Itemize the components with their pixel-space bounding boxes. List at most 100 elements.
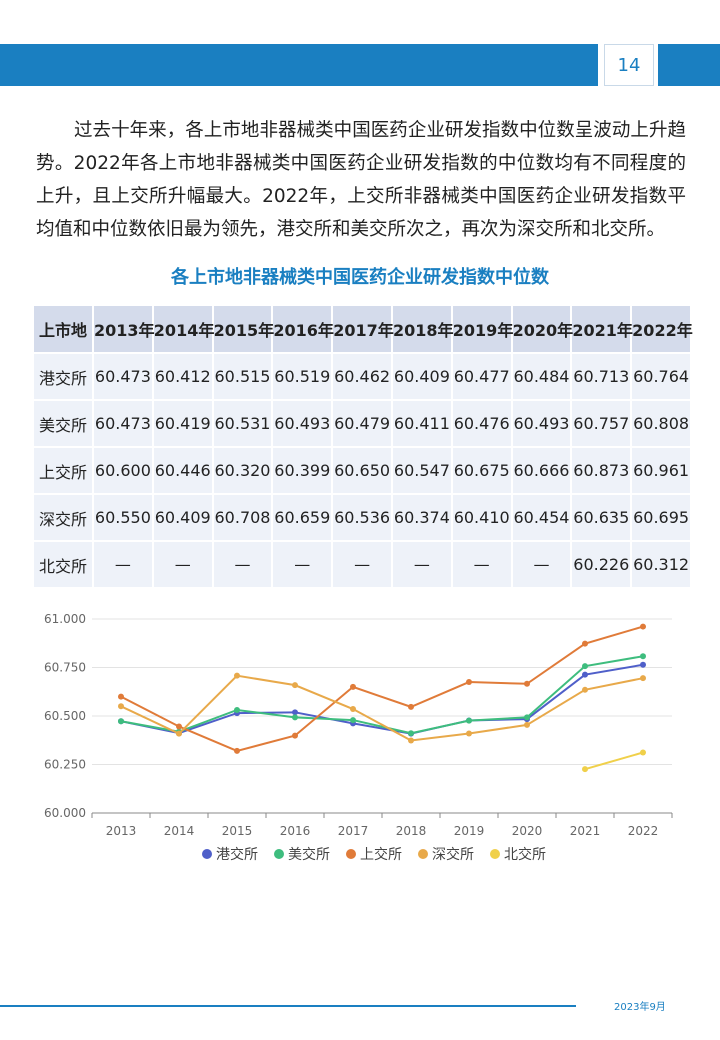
table-cell: 60.226 — [570, 540, 633, 589]
data-point — [176, 723, 182, 730]
y-tick-label: 60.750 — [44, 661, 86, 675]
table-cell: 60.695 — [630, 493, 692, 542]
table-cell: 60.409 — [151, 493, 214, 542]
table-cell: 60.419 — [151, 399, 214, 448]
header-cell: 2018年 — [390, 304, 454, 354]
x-tick-label: 2021 — [570, 824, 601, 838]
table-cell: 60.675 — [450, 446, 513, 495]
table-cell: 60.473 — [92, 399, 154, 448]
table-header-row: 上市地 2013年 2014年 2015年 2016年 2017年 2018年 … — [32, 304, 693, 354]
data-point — [524, 721, 530, 728]
data-point — [466, 717, 472, 724]
header-cell: 2014年 — [151, 304, 214, 354]
data-point — [350, 706, 356, 713]
table-cell: 60.477 — [450, 352, 513, 401]
table-row: 深交所 60.550 60.409 60.708 60.659 60.536 6… — [32, 493, 692, 542]
page-number: 14 — [604, 44, 654, 86]
data-point — [524, 714, 530, 721]
table-cell: 60.708 — [211, 493, 274, 542]
table-cell: 60.757 — [570, 399, 633, 448]
x-tick-label: 2017 — [338, 824, 369, 838]
row-label: 上交所 — [32, 446, 94, 495]
table-cell: 60.493 — [271, 399, 334, 448]
table-cell: 60.320 — [211, 446, 274, 495]
legend-marker — [202, 849, 212, 859]
x-tick-label: 2019 — [454, 824, 485, 838]
data-point — [408, 737, 414, 744]
data-point — [234, 672, 240, 679]
data-point — [292, 709, 298, 716]
x-tick-label: 2022 — [628, 824, 659, 838]
data-point — [466, 679, 472, 686]
table-cell: — — [211, 540, 274, 589]
table-cell: 60.410 — [450, 493, 513, 542]
row-label: 美交所 — [32, 399, 94, 448]
table-cell: 60.312 — [630, 540, 692, 589]
table-row: 北交所 — — — — — — — — 60.226 60.312 — [32, 540, 692, 589]
table-row: 上交所 60.600 60.446 60.320 60.399 60.650 6… — [32, 446, 692, 495]
series-line-美交所 — [120, 655, 644, 735]
table-cell: 60.808 — [630, 399, 692, 448]
data-point — [582, 671, 588, 678]
table-cell: 60.476 — [450, 399, 513, 448]
x-tick-label: 2014 — [164, 824, 195, 838]
footer-line — [0, 1005, 576, 1007]
header-bar — [0, 44, 598, 86]
header-bar-tail — [658, 44, 720, 86]
legend-label: 港交所 — [216, 846, 258, 863]
series-line-港交所 — [120, 663, 644, 735]
table-cell: 60.650 — [331, 446, 393, 495]
data-point — [292, 714, 298, 721]
data-point — [292, 732, 298, 739]
legend-marker — [418, 849, 428, 859]
header-cell: 2022年 — [630, 304, 693, 354]
header-cell: 2017年 — [331, 304, 394, 354]
data-point — [234, 747, 240, 754]
legend-label: 深交所 — [432, 846, 474, 863]
legend-label: 北交所 — [504, 846, 546, 863]
table-cell: 60.550 — [92, 493, 154, 542]
data-point — [582, 640, 588, 647]
table-cell: 60.600 — [92, 446, 154, 495]
table-cell: — — [510, 540, 573, 589]
data-point — [582, 766, 588, 773]
x-tick-label: 2018 — [396, 824, 427, 838]
table-title: 各上市地非器械类中国医药企业研发指数中位数 — [171, 267, 549, 288]
table-cell: 60.519 — [271, 352, 334, 401]
y-tick-label: 60.500 — [44, 709, 86, 723]
data-point — [118, 718, 124, 725]
legend-marker — [490, 849, 500, 859]
data-point — [640, 749, 646, 756]
x-tick-label: 2013 — [106, 824, 137, 838]
data-point — [408, 703, 414, 710]
data-point — [118, 703, 124, 710]
table-cell: — — [390, 540, 453, 589]
legend-label: 上交所 — [360, 846, 402, 863]
table-cell: 60.409 — [390, 352, 453, 401]
data-point — [640, 623, 646, 630]
header-cell: 2020年 — [510, 304, 573, 354]
data-point — [292, 682, 298, 689]
table-cell: — — [331, 540, 393, 589]
data-point — [640, 661, 646, 668]
header-cell: 2019年 — [450, 304, 513, 354]
table-cell: 60.515 — [211, 352, 274, 401]
table-cell: 60.873 — [570, 446, 633, 495]
x-tick-label: 2020 — [512, 824, 543, 838]
table-cell: 60.454 — [510, 493, 573, 542]
series-line-北交所 — [584, 751, 644, 771]
y-tick-label: 61.000 — [44, 612, 86, 626]
data-table: 上市地 2013年 2014年 2015年 2016年 2017年 2018年 … — [32, 304, 693, 589]
table-cell: 60.462 — [331, 352, 393, 401]
data-point — [234, 706, 240, 713]
y-tick-label: 60.250 — [44, 758, 86, 772]
table-cell: 60.635 — [570, 493, 633, 542]
table-cell: 60.473 — [92, 352, 154, 401]
header-cell: 2013年 — [92, 304, 155, 354]
data-point — [582, 663, 588, 670]
data-point — [118, 693, 124, 700]
row-label: 北交所 — [32, 540, 94, 589]
table-cell: 60.659 — [271, 493, 334, 542]
line-chart: 60.000 60.250 60.500 60.750 61.000 2013 2014 20… — [44, 612, 673, 863]
row-label: 港交所 — [32, 352, 94, 401]
